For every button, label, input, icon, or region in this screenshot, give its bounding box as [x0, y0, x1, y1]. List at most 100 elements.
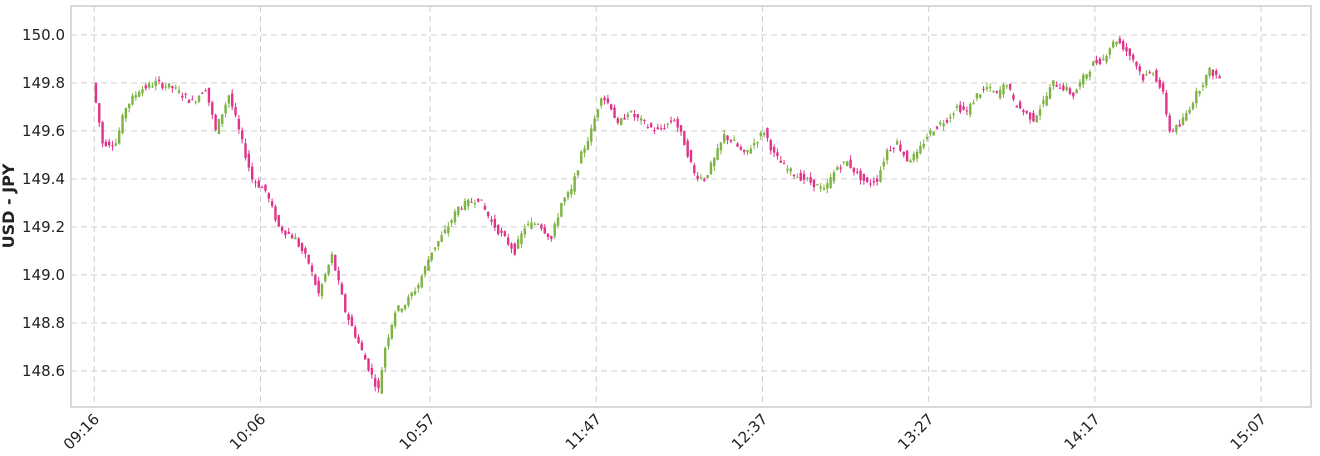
- candle-down: [965, 110, 969, 112]
- candle-up: [1151, 73, 1155, 75]
- candle-up: [1042, 100, 1045, 105]
- candle-up: [580, 151, 583, 164]
- candle-down: [902, 151, 905, 156]
- candle-up: [324, 274, 327, 282]
- candle-down: [314, 274, 317, 285]
- candle-up: [154, 80, 157, 86]
- candle-down: [460, 208, 463, 210]
- candle-up: [716, 148, 719, 160]
- candle-up: [523, 228, 526, 235]
- candle-down: [676, 118, 679, 128]
- candle-down: [310, 265, 314, 272]
- candle-up: [174, 87, 177, 89]
- candle-up: [390, 324, 394, 339]
- candle-down: [792, 174, 796, 177]
- candle-down: [982, 88, 985, 90]
- candle-up: [403, 304, 407, 309]
- candle-down: [899, 144, 902, 151]
- candle-up: [417, 285, 420, 289]
- candle-up: [822, 188, 826, 190]
- candle-up: [1092, 61, 1095, 66]
- candle-up: [526, 223, 530, 225]
- candle-up: [124, 108, 128, 119]
- candle-up: [423, 266, 427, 275]
- candle-up: [1078, 82, 1082, 87]
- candle-down: [1025, 110, 1028, 113]
- candle-up: [147, 83, 151, 88]
- candle-down: [935, 126, 939, 129]
- candle-down: [809, 176, 812, 183]
- candle-down: [856, 171, 859, 173]
- candle-up: [570, 189, 573, 195]
- candle-down: [257, 180, 261, 188]
- candle-down: [101, 122, 104, 144]
- candle-down: [500, 230, 503, 233]
- candle-down: [144, 85, 147, 89]
- candle-down: [659, 128, 663, 130]
- candle-up: [1181, 117, 1185, 125]
- candle-up: [879, 170, 882, 182]
- candle-down: [616, 118, 620, 123]
- candle-up: [709, 162, 713, 175]
- y-tick-label: 149.6: [22, 122, 65, 140]
- candle-down: [689, 150, 693, 162]
- candle-down: [859, 170, 862, 181]
- candle-down: [207, 87, 211, 103]
- candle-down: [1015, 105, 1018, 108]
- candle-down: [270, 201, 274, 206]
- candle-up: [1208, 67, 1211, 76]
- candle-up: [586, 140, 590, 150]
- candle-up: [699, 176, 703, 178]
- candle-up: [167, 83, 171, 88]
- candle-up: [1145, 74, 1148, 76]
- candle-up: [756, 141, 759, 144]
- candle-up: [1175, 124, 1178, 132]
- candle-down: [736, 143, 739, 147]
- candle-up: [473, 203, 477, 205]
- candle-up: [413, 291, 417, 295]
- candle-up: [393, 312, 397, 327]
- candle-up: [583, 148, 586, 153]
- candle-down: [776, 152, 779, 157]
- candle-down: [347, 314, 350, 321]
- candle-down: [543, 227, 546, 234]
- x-tick-label: 09:16: [60, 410, 103, 453]
- candle-up: [1035, 115, 1038, 123]
- candle-up: [387, 337, 390, 347]
- candle-up: [1045, 95, 1048, 106]
- candle-down: [673, 120, 676, 122]
- y-tick-label: 149.2: [22, 218, 65, 236]
- candle-down: [277, 215, 280, 227]
- candle-down: [610, 104, 613, 110]
- candle-down: [1032, 113, 1035, 122]
- y-tick-label: 149.4: [22, 170, 65, 188]
- candle-up: [929, 130, 932, 135]
- x-tick-label: 10:06: [226, 410, 269, 453]
- candle-up: [1082, 74, 1085, 85]
- candle-down: [1211, 69, 1215, 77]
- y-tick-label: 150.0: [22, 26, 65, 44]
- candle-down: [703, 179, 706, 181]
- x-tick-label: 15:07: [1227, 410, 1270, 453]
- candle-down: [247, 153, 251, 168]
- candle-up: [177, 90, 181, 93]
- y-tick-label: 149.0: [22, 266, 65, 284]
- candle-up: [919, 146, 922, 154]
- y-tick-label: 148.8: [22, 314, 65, 332]
- candle-down: [254, 182, 257, 184]
- candle-down: [344, 294, 347, 313]
- candle-up: [1085, 74, 1088, 79]
- candle-down: [241, 130, 244, 140]
- candle-down: [849, 159, 852, 168]
- candle-up: [141, 89, 144, 94]
- candle-down: [506, 237, 510, 245]
- candle-down: [646, 127, 649, 129]
- candle-down: [653, 130, 656, 132]
- candle-up: [556, 217, 560, 226]
- candle-up: [939, 122, 942, 125]
- candle-up: [915, 151, 919, 159]
- candle-up: [433, 247, 437, 250]
- candle-down: [287, 232, 290, 234]
- candle-down: [211, 102, 214, 115]
- y-tick-label: 148.6: [22, 362, 65, 380]
